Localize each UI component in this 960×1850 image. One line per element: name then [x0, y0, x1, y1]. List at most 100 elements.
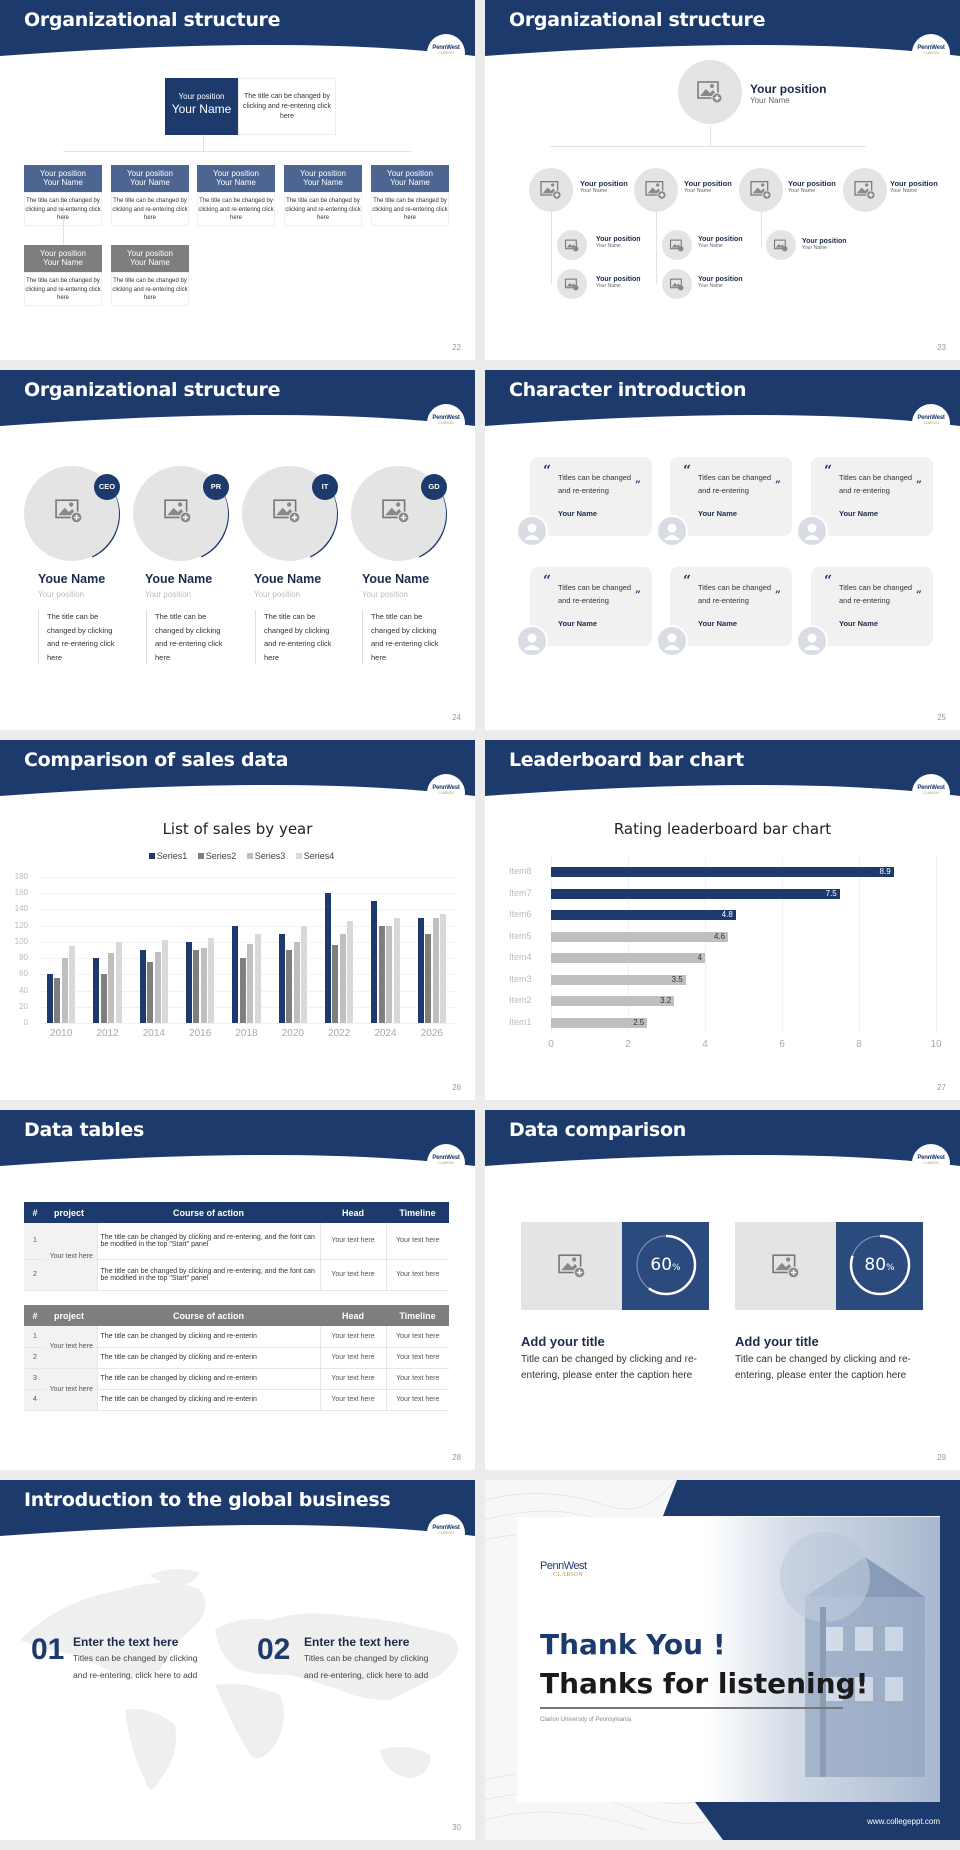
slide-24[interactable]: Organizational structure PennWest CLARION…	[0, 370, 475, 730]
website-link[interactable]: www.collegeppt.com	[867, 1817, 940, 1826]
photo-placeholder[interactable]	[662, 269, 692, 299]
quote-author: Your Name	[558, 509, 598, 518]
y-tick-label: 140	[14, 904, 28, 914]
person-name: Youe Name	[362, 572, 430, 586]
slide-23[interactable]: Organizational structure PennWest CLARION…	[485, 0, 960, 360]
y-category-label: Item6	[509, 909, 532, 919]
photo-placeholder[interactable]	[662, 230, 692, 260]
org-card[interactable]: Your position Your Name The title can be …	[111, 245, 189, 306]
org-card[interactable]: Your position Your Name The title can be …	[371, 165, 449, 226]
bar	[332, 945, 339, 1023]
slide-29[interactable]: Data comparison PennWest CLARION 60% Add …	[485, 1110, 960, 1470]
campus-building-photo	[780, 1532, 925, 1777]
bar: 4.8	[551, 910, 736, 920]
grid-line	[38, 990, 455, 992]
item-title: Enter the text here	[304, 1635, 410, 1649]
slide-22[interactable]: Organizational structure PennWest CLARION…	[0, 0, 475, 360]
quote-author: Your Name	[839, 619, 879, 628]
role-badge: PR	[203, 474, 229, 500]
grid-line	[782, 857, 783, 1034]
org-card[interactable]: Your position Your Name The title can be …	[197, 165, 275, 226]
table-header: # project Course of action Head Timeline	[24, 1202, 449, 1223]
quote-card[interactable]	[670, 457, 792, 536]
quote-card[interactable]	[530, 457, 652, 536]
photo-placeholder[interactable]	[521, 1222, 622, 1310]
connector-line	[761, 212, 762, 246]
bar-value-label: 4.6	[713, 931, 726, 941]
quote-author: Your Name	[698, 509, 738, 518]
bar: 2.5	[551, 1017, 648, 1028]
photo-placeholder[interactable]	[634, 168, 678, 212]
photo-placeholder[interactable]	[678, 60, 742, 124]
org-label: Your position Your Name	[596, 236, 641, 249]
item-title: Add your title	[521, 1334, 605, 1349]
bar	[147, 962, 154, 1023]
image-add-icon	[540, 181, 562, 200]
navy-background-shape	[663, 1480, 960, 1840]
photo-placeholder[interactable]	[529, 168, 573, 212]
org-label: Your position Your Name	[802, 238, 847, 251]
slide-30[interactable]: Introduction to the global business Penn…	[0, 1480, 475, 1840]
photo-placeholder[interactable]	[557, 269, 587, 299]
item-number: 02	[257, 1633, 291, 1666]
person-position: Your position	[362, 590, 408, 599]
photo-placeholder[interactable]	[735, 1222, 836, 1310]
photo-placeholder[interactable]	[843, 168, 887, 212]
x-tick-label: 2014	[142, 1028, 165, 1039]
photo-placeholder[interactable]	[739, 168, 783, 212]
y-category-label: Item8	[509, 866, 532, 876]
slide-27[interactable]: Leaderboard bar chart PennWest CLARION Ra…	[485, 740, 960, 1100]
grid-line	[38, 1023, 455, 1024]
quote-text: Titles can be changed and re-entering	[839, 583, 913, 605]
bar	[393, 917, 400, 1023]
user-avatar-icon	[656, 515, 688, 547]
org-card[interactable]: Your position Your Name The title can be …	[284, 165, 362, 226]
item-text: Title can be changed by clicking and re-…	[521, 1354, 697, 1381]
person-desc: The title can be changed by clicking and…	[362, 610, 440, 664]
photo-placeholder[interactable]	[557, 230, 587, 260]
slide-26[interactable]: Comparison of sales data PennWest CLARION…	[0, 740, 475, 1100]
progress-box: 80%	[836, 1222, 923, 1310]
thanks-subtitle: Thanks for listening!	[540, 1667, 869, 1700]
org-card[interactable]: Your position Your Name The title can be …	[24, 245, 102, 306]
slide-thank-you[interactable]: PennWest CLARION Thank You ! Thanks for …	[485, 1480, 960, 1840]
world-map-icon	[20, 1569, 458, 1789]
photo-placeholder[interactable]	[766, 230, 796, 260]
quote-card[interactable]	[670, 567, 792, 646]
bar: 4.6	[551, 931, 729, 942]
grid-line	[859, 857, 860, 1034]
person-name: Youe Name	[254, 572, 322, 586]
org-label: Your position Your Name	[698, 276, 743, 289]
open-quote-icon: “	[543, 573, 552, 589]
page-number: 27	[937, 1083, 946, 1092]
content-card: PennWest CLARION	[517, 1517, 940, 1802]
org-head-box[interactable]: Your position Your Name	[165, 78, 238, 135]
bar: 3.2	[551, 996, 675, 1006]
quote-text: Titles can be changed and re-entering	[698, 583, 772, 605]
user-avatar-icon	[796, 625, 828, 657]
quote-card[interactable]	[811, 457, 933, 536]
connector-line	[63, 151, 411, 152]
item-title: Enter the text here	[73, 1635, 179, 1649]
role-badge: IT	[312, 474, 338, 500]
thank-you-title: Thank You !	[540, 1628, 726, 1661]
bar	[339, 933, 346, 1023]
x-tick-label: 8	[856, 1039, 862, 1050]
slide-28[interactable]: Data tables PennWest CLARION # project Cour…	[0, 1110, 475, 1470]
org-head-desc: The title can be changed by clicking and…	[238, 78, 336, 135]
org-card[interactable]: Your position Your Name The title can be …	[24, 165, 102, 226]
connector-line	[550, 146, 866, 147]
person-position: Your position	[254, 590, 300, 599]
close-quote-icon: ”	[635, 480, 641, 491]
quote-author: Your Name	[698, 619, 738, 628]
org-card[interactable]: Your position Your Name The title can be …	[111, 165, 189, 226]
quote-card[interactable]	[530, 567, 652, 646]
quote-card[interactable]	[811, 567, 933, 646]
item-number: 01	[31, 1633, 65, 1666]
bar	[139, 950, 146, 1023]
bar-value-label: 2.5	[633, 1017, 645, 1027]
bar	[200, 948, 207, 1023]
image-add-icon	[854, 181, 876, 200]
page-number: 26	[452, 1083, 461, 1092]
slide-25[interactable]: Character introduction PennWest CLARION “…	[485, 370, 960, 730]
